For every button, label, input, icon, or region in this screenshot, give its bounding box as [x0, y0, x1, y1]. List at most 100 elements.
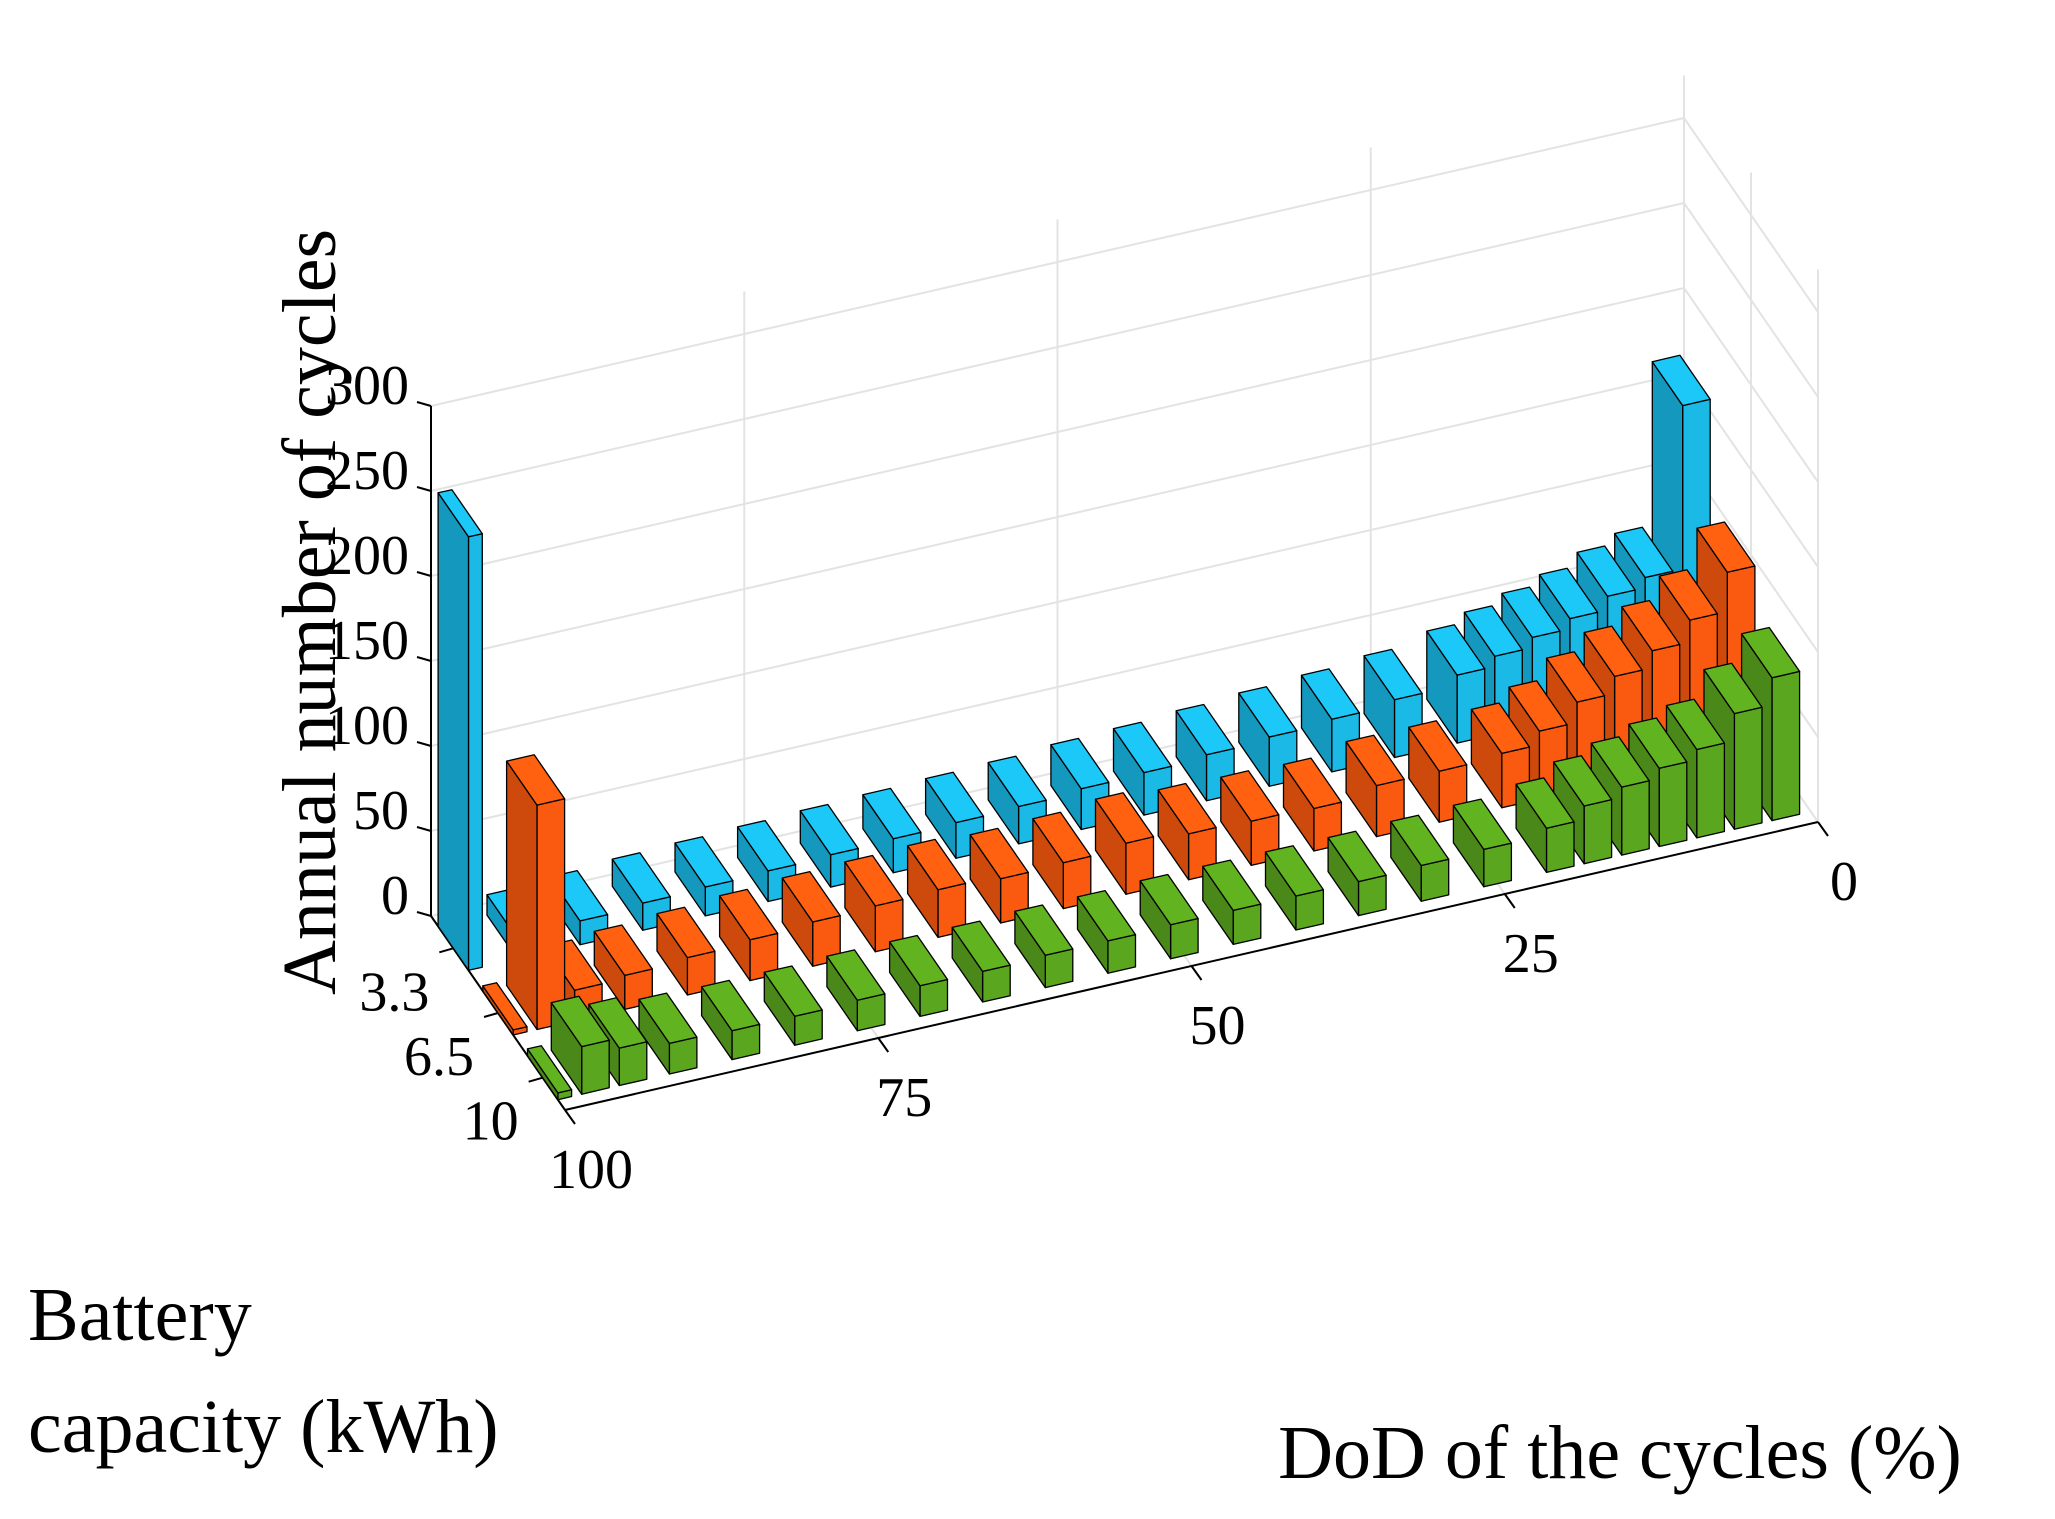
bar	[718, 888, 779, 982]
bar-front-face	[1583, 798, 1613, 865]
bar	[844, 854, 904, 953]
bar-top-face	[1220, 770, 1280, 822]
bar-front-face	[581, 1039, 610, 1095]
bar-top-face	[924, 771, 985, 824]
bar-top-face	[1094, 792, 1155, 844]
bar	[638, 992, 698, 1075]
bar-top-face	[1553, 755, 1613, 807]
bar	[736, 819, 797, 903]
bar-top-face	[1621, 599, 1681, 652]
bar-side-face	[505, 760, 538, 1031]
bar	[1327, 830, 1387, 917]
bar-top-face	[550, 995, 610, 1048]
y-tick-mark	[528, 1076, 543, 1083]
z-tick-label: 200	[325, 525, 409, 587]
z-tick-label: 100	[325, 695, 409, 757]
z-tick-mark	[416, 571, 432, 577]
bar	[1515, 777, 1575, 874]
bar	[656, 906, 716, 996]
bar-top-face	[1408, 720, 1468, 772]
bar	[1139, 873, 1199, 960]
bar-top-face	[1508, 680, 1568, 732]
bar-front-face	[1545, 821, 1575, 874]
bar-top-face	[1538, 567, 1599, 620]
y-tick-label: 10	[463, 1091, 519, 1153]
bar-top-face	[1300, 668, 1361, 720]
bar-front-face	[1357, 874, 1387, 917]
x-tick-label: 100	[549, 1139, 633, 1201]
z-tick-mark	[416, 911, 432, 917]
bar-top-face	[1470, 702, 1531, 755]
bar-front-face	[618, 1041, 648, 1087]
bar-top-face	[1139, 873, 1199, 926]
x-tick-mark	[1190, 965, 1203, 981]
bar-top-face	[1665, 698, 1726, 751]
bar-top-face	[1452, 798, 1513, 851]
y-tick-mark	[483, 1012, 499, 1018]
bar-top-face	[969, 827, 1029, 880]
bar-top-face	[718, 888, 779, 941]
y-axis-label-line1: Battery	[28, 1273, 252, 1357]
bar-top-face	[1545, 651, 1606, 703]
z-tick-mark	[416, 401, 432, 407]
y-tick-label: 6.5	[404, 1026, 474, 1088]
bar	[1426, 624, 1486, 744]
x-tick-mark	[877, 1037, 890, 1053]
z-tick-mark	[416, 826, 432, 832]
bar-top-face	[1658, 569, 1718, 621]
bar-front-face	[1295, 889, 1325, 931]
bar	[700, 979, 761, 1061]
x-tick-mark	[564, 1109, 576, 1125]
bar-top-face	[736, 819, 797, 872]
z-axis-label: Annual number of cycles	[268, 229, 352, 995]
bar-top-face	[763, 965, 823, 1017]
bar-top-face	[526, 1045, 573, 1094]
bar-front-face	[1733, 706, 1763, 830]
bar-front-face	[1696, 742, 1726, 839]
bar	[437, 489, 483, 971]
bar-top-face	[674, 836, 734, 888]
bar-top-face	[1426, 624, 1486, 676]
bar	[906, 838, 967, 939]
bar-top-face	[1463, 605, 1523, 657]
bar-top-face	[1014, 904, 1074, 956]
bar-top-face	[1390, 814, 1450, 867]
bar-top-face	[1175, 703, 1235, 756]
bar-top-face	[611, 852, 671, 904]
bar-top-face	[1651, 354, 1711, 407]
bar-top-face	[1740, 626, 1801, 679]
bar	[1470, 702, 1531, 809]
bar-top-face	[1590, 736, 1650, 788]
bar-top-face	[1515, 777, 1575, 829]
bar	[969, 827, 1029, 924]
x-tick-mark	[1817, 821, 1829, 837]
bar-top-face	[1282, 757, 1343, 810]
bar-top-face	[1202, 859, 1262, 912]
bar-top-face	[1112, 721, 1173, 774]
z-tick-label: 50	[353, 780, 409, 842]
bar-top-face	[1157, 782, 1217, 835]
bar-front-face	[1169, 917, 1199, 960]
x-tick-label: 25	[1503, 923, 1559, 985]
bar-side-face	[437, 492, 470, 971]
bar-front-face	[1771, 670, 1801, 822]
y-tick-mark	[439, 947, 454, 954]
z-tick-label: 300	[325, 355, 409, 417]
bar-top-face	[1583, 625, 1643, 678]
bar	[1390, 814, 1450, 902]
bar-top-face	[1076, 889, 1137, 942]
bar	[1202, 859, 1262, 946]
bar	[763, 965, 823, 1046]
bar-top-face	[1327, 830, 1387, 883]
z-tick-mark	[416, 741, 432, 747]
bar	[1452, 798, 1513, 888]
bar	[1094, 792, 1155, 895]
x-tick-label: 0	[1830, 851, 1858, 913]
bar-top-face	[1050, 737, 1110, 790]
z-tick-mark	[416, 656, 432, 662]
bar-top-face	[799, 803, 859, 856]
bar-top-face	[987, 755, 1047, 808]
z-tick-label: 150	[325, 610, 409, 672]
